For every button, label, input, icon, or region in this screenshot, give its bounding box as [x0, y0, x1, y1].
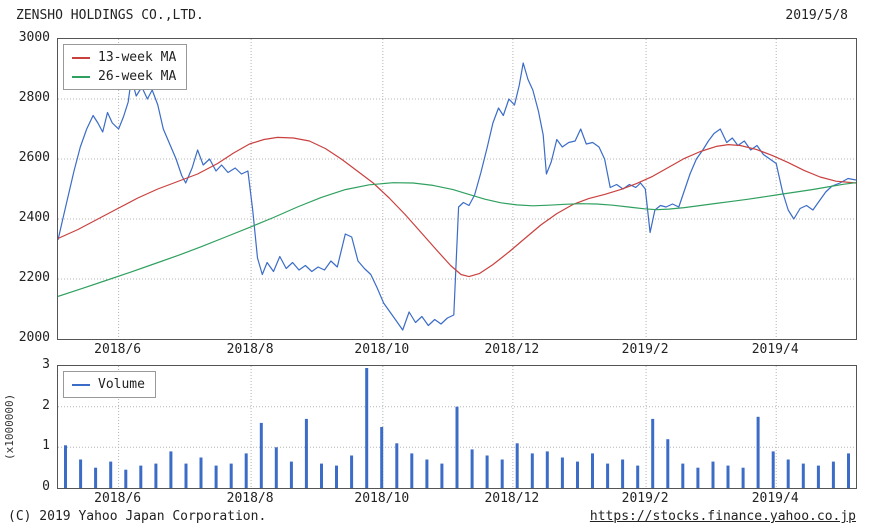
volume-bar — [169, 451, 173, 488]
volume-bar — [229, 463, 233, 488]
volume-bar — [621, 459, 625, 488]
volume-bar — [455, 406, 459, 488]
price-chart-plot — [57, 38, 857, 340]
volume-bar — [726, 465, 730, 488]
volume-bar — [244, 453, 248, 488]
volume-bar — [696, 467, 700, 488]
y-tick-label: 2400 — [18, 210, 50, 225]
volume-bar — [681, 463, 685, 488]
volume-bar — [184, 463, 188, 488]
ma13-line-swatch — [72, 56, 90, 59]
x-tick-label: 2018/8 — [226, 342, 274, 357]
y-tick-label: 3000 — [18, 30, 50, 45]
volume-label: Volume — [98, 377, 145, 392]
volume-chart-plot — [57, 365, 857, 489]
legend-item-ma26: 26-week MA — [72, 67, 176, 86]
x-tick-label: 2019/2 — [621, 342, 669, 357]
price-chart-svg — [58, 39, 856, 339]
volume-bar — [350, 455, 354, 488]
x-tick-label: 2019/4 — [751, 342, 799, 357]
price-line — [58, 62, 856, 331]
volume-bar — [801, 463, 805, 488]
volume-bar — [666, 439, 670, 488]
x-tick-label: 2018/12 — [484, 342, 540, 357]
chart-date: 2019/5/8 — [785, 8, 848, 23]
volume-bar — [560, 457, 564, 488]
volume-bar — [214, 465, 218, 488]
ma26-line-swatch — [72, 75, 90, 78]
legend-item-volume: Volume — [72, 375, 145, 394]
volume-bar — [440, 463, 444, 488]
volume-bar — [410, 453, 414, 488]
volume-legend: Volume — [63, 371, 156, 398]
volume-bar — [259, 422, 263, 488]
y-tick-label: 2200 — [18, 270, 50, 285]
volume-chart-svg — [58, 366, 856, 488]
volume-bar — [365, 368, 369, 488]
volume-bar — [831, 461, 835, 488]
ma13-line — [58, 136, 856, 278]
volume-bar — [109, 461, 113, 488]
y-tick-label: 0 — [42, 479, 50, 494]
volume-bar — [576, 461, 579, 488]
x-tick-label: 2018/8 — [226, 491, 274, 506]
y-tick-label: 2000 — [18, 330, 50, 345]
volume-bar — [591, 453, 594, 488]
legend-item-ma13: 13-week MA — [72, 48, 176, 67]
volume-bar — [335, 465, 338, 488]
volume-bar — [847, 453, 850, 488]
x-tick-label: 2018/10 — [354, 342, 410, 357]
x-tick-label: 2018/12 — [484, 491, 540, 506]
x-tick-label: 2018/6 — [94, 342, 142, 357]
y-tick-label: 1 — [42, 438, 50, 454]
volume-bar — [816, 465, 820, 488]
copyright-text: (C) 2019 Yahoo Japan Corporation. — [8, 509, 267, 524]
volume-bar — [304, 418, 308, 488]
volume-bar — [651, 418, 655, 488]
ma26-label: 26-week MA — [98, 69, 177, 84]
volume-unit-label: (x1000000) — [3, 393, 16, 461]
y-tick-label: 3 — [42, 357, 50, 372]
volume-bar — [154, 463, 158, 488]
volume-bar — [289, 461, 293, 488]
x-tick-label: 2019/4 — [751, 491, 799, 506]
y-tick-label: 2 — [42, 397, 50, 413]
volume-bar — [530, 453, 534, 488]
volume-bar — [756, 416, 760, 488]
volume-bar — [320, 463, 323, 488]
x-tick-label: 2019/2 — [621, 491, 669, 506]
volume-bar — [199, 457, 203, 488]
volume-bar — [636, 465, 640, 488]
source-link[interactable]: https://stocks.finance.yahoo.co.jp — [589, 509, 856, 524]
volume-bar — [741, 467, 745, 488]
x-tick-label: 2018/10 — [354, 491, 410, 506]
ma26-line — [58, 182, 856, 297]
ma13-label: 13-week MA — [98, 50, 177, 65]
x-tick-label: 2018/6 — [94, 491, 142, 506]
volume-bar — [485, 455, 489, 488]
chart-title: ZENSHO HOLDINGS CO.,LTD. — [16, 8, 204, 23]
volume-bar — [425, 459, 429, 488]
volume-bar — [470, 449, 474, 488]
volume-bar — [274, 447, 278, 488]
price-legend: 13-week MA 26-week MA — [63, 44, 188, 90]
volume-bar — [94, 467, 98, 488]
volume-bar — [79, 459, 83, 488]
volume-line-swatch — [72, 383, 90, 386]
volume-bar — [139, 465, 143, 488]
volume-bar — [64, 445, 67, 488]
volume-bar — [545, 451, 549, 488]
volume-bar — [786, 459, 790, 488]
volume-bar — [395, 443, 399, 488]
volume-bar — [380, 427, 384, 488]
y-tick-label: 2800 — [18, 90, 50, 105]
y-tick-label: 2600 — [18, 150, 50, 165]
volume-bar — [771, 451, 775, 488]
volume-bar — [500, 459, 504, 488]
volume-bar — [606, 463, 610, 488]
volume-bar — [124, 469, 128, 488]
volume-bar — [711, 461, 715, 488]
volume-bar — [515, 443, 519, 488]
